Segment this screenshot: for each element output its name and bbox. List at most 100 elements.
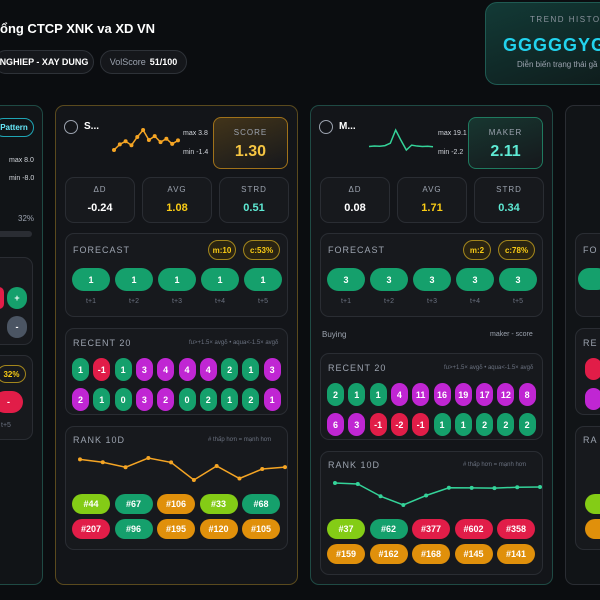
recent-pill: 1: [369, 383, 387, 406]
recent-pill: 2: [199, 388, 217, 411]
spark-min: min -1.4: [183, 149, 209, 156]
point: [164, 136, 169, 141]
rank-pill: #37: [327, 519, 365, 539]
forecast-pill: 3: [499, 268, 537, 291]
score-value: 2.11: [490, 143, 521, 160]
rank-pill: #67: [114, 494, 153, 514]
point: [123, 139, 128, 144]
button: +: [7, 287, 27, 309]
recent-pill: 2: [72, 388, 89, 411]
recent-pill: 2: [221, 358, 239, 381]
buying: Buying: [322, 330, 347, 339]
rank-pill: #105: [242, 519, 280, 539]
recent-pill: 6: [327, 413, 344, 436]
section-title: RECENT 20: [328, 363, 387, 373]
rank-pill: #168: [412, 544, 450, 564]
button: -: [7, 316, 27, 338]
panel: [142, 177, 212, 223]
card-name: M...: [339, 121, 356, 132]
rank-pill: #44: [72, 494, 110, 514]
recent-pill: 11: [412, 383, 430, 406]
section-title: RECENT 20: [73, 338, 132, 348]
section-title: RA: [583, 435, 598, 445]
point: [424, 493, 429, 498]
recent-pill: 2: [242, 388, 260, 411]
rank-pill: #602: [454, 519, 493, 539]
line-chart: [368, 128, 434, 152]
line-chart: [333, 481, 542, 507]
point: [135, 134, 140, 139]
score-box: [468, 117, 543, 169]
forecast-pill: 3: [456, 268, 494, 291]
trend-title: TREND HISTO: [530, 15, 600, 24]
recent-pill: 0: [114, 388, 132, 411]
stat-value: -0.24: [87, 202, 113, 214]
rank-pill: #120: [199, 519, 238, 539]
recent-pill: 4: [157, 358, 175, 381]
point: [446, 485, 451, 490]
recent-pill: 16: [433, 383, 451, 406]
rank-pill: #162: [369, 544, 408, 564]
pill: [585, 358, 600, 380]
panel: [320, 177, 390, 223]
button: -: [0, 391, 23, 413]
point: [283, 465, 287, 470]
section-title: FORECAST: [328, 245, 386, 255]
recent-pill: 3: [135, 388, 153, 411]
point: [191, 478, 196, 482]
score-label: MAKER: [488, 128, 523, 137]
recent-pill: 4: [199, 358, 217, 381]
section-note: # thấp hơn = mạnh hơn: [208, 437, 272, 443]
recent-pill: 1: [114, 358, 132, 381]
score-value: 1.30: [234, 143, 267, 160]
point: [129, 143, 134, 148]
forecast-step: t+4: [215, 298, 225, 305]
point: [117, 142, 122, 147]
spark-min: min -2.2: [438, 149, 464, 156]
point: [152, 134, 157, 139]
point: [515, 485, 520, 490]
recent-pill: 8: [518, 383, 536, 406]
stat-value: 1.71: [421, 202, 443, 214]
point: [100, 460, 105, 465]
stat-label: ΔD: [348, 185, 362, 194]
forecast-pill: 3: [370, 268, 408, 291]
point: [492, 486, 497, 491]
pill: [578, 268, 600, 290]
rank-pill: #96: [114, 519, 153, 539]
stat-value: 0.08: [344, 202, 366, 214]
button: [0, 287, 4, 309]
recent-pill: 2: [157, 388, 175, 411]
panel: [219, 177, 289, 223]
panel: [397, 177, 467, 223]
recent-pill: 19: [454, 383, 472, 406]
rank-pill: #141: [497, 544, 535, 564]
section-note: # thấp hơn = mạnh hơn: [463, 462, 527, 468]
line-chart: [78, 456, 287, 482]
section-title: FO: [583, 245, 598, 255]
stat-label: AVG: [167, 185, 187, 194]
line: [113, 128, 179, 151]
recent-pill: 3: [263, 358, 281, 381]
icon: [64, 120, 78, 134]
vol-text: VolScore: [109, 57, 146, 67]
recent-pill: 2: [327, 383, 344, 406]
recent-pill: -1: [369, 413, 387, 436]
stat-label: STRD: [496, 185, 522, 194]
card-name: S...: [84, 121, 100, 132]
pattern-pill: Pattern: [0, 118, 34, 137]
rank-pill: #62: [369, 519, 408, 539]
point: [469, 485, 474, 490]
min-label: min -8.0: [9, 175, 35, 182]
score-box: [213, 117, 288, 169]
forecast-step: t+2: [129, 298, 139, 305]
point: [146, 456, 151, 460]
forecast-pill: 3: [413, 268, 451, 291]
pill: [585, 494, 600, 514]
max-label: max 8.0: [9, 157, 34, 164]
point: [214, 463, 219, 468]
section-title: RANK 10D: [328, 460, 381, 470]
score-label: SCORE: [233, 128, 268, 137]
rank-pill: #207: [72, 519, 110, 539]
